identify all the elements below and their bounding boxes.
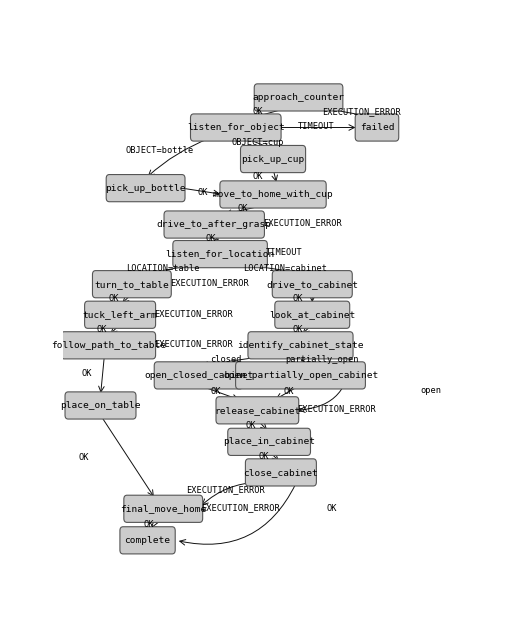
FancyBboxPatch shape <box>216 397 298 424</box>
Text: identify_cabinet_state: identify_cabinet_state <box>237 341 363 350</box>
Text: pick_up_bottle: pick_up_bottle <box>105 183 185 193</box>
Text: OK: OK <box>197 188 208 197</box>
Text: look_at_cabinet: look_at_cabinet <box>269 310 355 319</box>
FancyBboxPatch shape <box>247 332 352 359</box>
Text: approach_counter: approach_counter <box>252 93 344 102</box>
Text: place_in_cabinet: place_in_cabinet <box>223 437 315 446</box>
FancyBboxPatch shape <box>274 301 349 328</box>
Text: OK: OK <box>79 454 89 462</box>
FancyBboxPatch shape <box>61 332 156 359</box>
Text: OBJECT=cup: OBJECT=cup <box>231 138 283 147</box>
Text: release_cabinet: release_cabinet <box>214 406 300 415</box>
FancyBboxPatch shape <box>173 241 267 268</box>
Text: open_closed_cabinet: open_closed_cabinet <box>143 371 252 380</box>
Text: drive_to_cabinet: drive_to_cabinet <box>266 280 358 289</box>
FancyBboxPatch shape <box>245 459 316 486</box>
FancyBboxPatch shape <box>84 301 156 328</box>
Text: open: open <box>420 386 441 396</box>
Text: OK: OK <box>81 369 92 379</box>
FancyBboxPatch shape <box>227 428 310 455</box>
Text: EXECUTION_ERROR: EXECUTION_ERROR <box>321 107 400 116</box>
FancyBboxPatch shape <box>355 114 398 141</box>
Text: OK: OK <box>245 421 256 430</box>
Text: LOCATION=table: LOCATION=table <box>126 264 199 273</box>
Text: listen_for_location: listen_for_location <box>165 249 274 259</box>
Text: EXECUTION_ERROR: EXECUTION_ERROR <box>186 485 265 494</box>
FancyBboxPatch shape <box>124 495 203 522</box>
Text: OK: OK <box>237 204 247 213</box>
Text: failed: failed <box>359 123 393 132</box>
Text: OK: OK <box>282 387 293 396</box>
Text: EXECUTION_ERROR: EXECUTION_ERROR <box>201 503 280 512</box>
Text: OK: OK <box>292 325 302 334</box>
Text: pick_up_cup: pick_up_cup <box>241 154 304 164</box>
Text: drive_to_after_grasp: drive_to_after_grasp <box>157 220 271 229</box>
Text: LOCATION=cabinet: LOCATION=cabinet <box>243 264 327 273</box>
Text: EXECUTION_ERROR: EXECUTION_ERROR <box>170 278 248 287</box>
Text: OK: OK <box>96 325 107 334</box>
FancyBboxPatch shape <box>272 271 351 298</box>
Text: close_cabinet: close_cabinet <box>243 468 318 477</box>
Text: OK: OK <box>108 294 119 303</box>
Text: complete: complete <box>124 536 170 545</box>
Text: listen_for_object: listen_for_object <box>186 123 284 132</box>
Text: EXECUTION_ERROR: EXECUTION_ERROR <box>154 340 233 348</box>
Text: follow_path_to_table: follow_path_to_table <box>50 341 166 350</box>
Text: tuck_left_arm: tuck_left_arm <box>83 310 157 319</box>
FancyBboxPatch shape <box>92 271 171 298</box>
Text: final_move_home: final_move_home <box>120 504 206 513</box>
FancyBboxPatch shape <box>65 392 136 419</box>
Text: OK: OK <box>205 234 215 243</box>
Text: OBJECT=bottle: OBJECT=bottle <box>125 146 193 155</box>
Text: place_on_table: place_on_table <box>60 401 140 410</box>
FancyBboxPatch shape <box>240 146 305 173</box>
Text: turn_to_table: turn_to_table <box>94 280 169 289</box>
Text: OK: OK <box>210 387 220 396</box>
FancyBboxPatch shape <box>120 527 175 554</box>
FancyBboxPatch shape <box>164 211 264 238</box>
Text: OK: OK <box>258 452 269 461</box>
Text: OK: OK <box>326 504 336 513</box>
Text: partially_open: partially_open <box>285 355 358 364</box>
Text: EXECUTION_ERROR: EXECUTION_ERROR <box>154 309 233 318</box>
FancyBboxPatch shape <box>254 84 342 111</box>
Text: TIMEOUT: TIMEOUT <box>297 122 334 130</box>
Text: EXECUTION_ERROR: EXECUTION_ERROR <box>297 404 376 413</box>
Text: OK: OK <box>251 171 262 181</box>
Text: open_partially_open_cabinet: open_partially_open_cabinet <box>222 371 377 380</box>
Text: move_to_home_with_cup: move_to_home_with_cup <box>212 190 333 199</box>
Text: EXECUTION_ERROR: EXECUTION_ERROR <box>263 219 341 227</box>
Text: OK: OK <box>251 107 262 116</box>
Text: OK: OK <box>292 294 302 303</box>
FancyBboxPatch shape <box>235 362 365 389</box>
FancyBboxPatch shape <box>220 181 326 208</box>
FancyBboxPatch shape <box>190 114 281 141</box>
Text: closed: closed <box>210 355 241 364</box>
Text: TIMEOUT: TIMEOUT <box>266 248 302 257</box>
FancyBboxPatch shape <box>106 175 185 202</box>
Text: OK: OK <box>143 520 154 529</box>
FancyBboxPatch shape <box>154 362 242 389</box>
